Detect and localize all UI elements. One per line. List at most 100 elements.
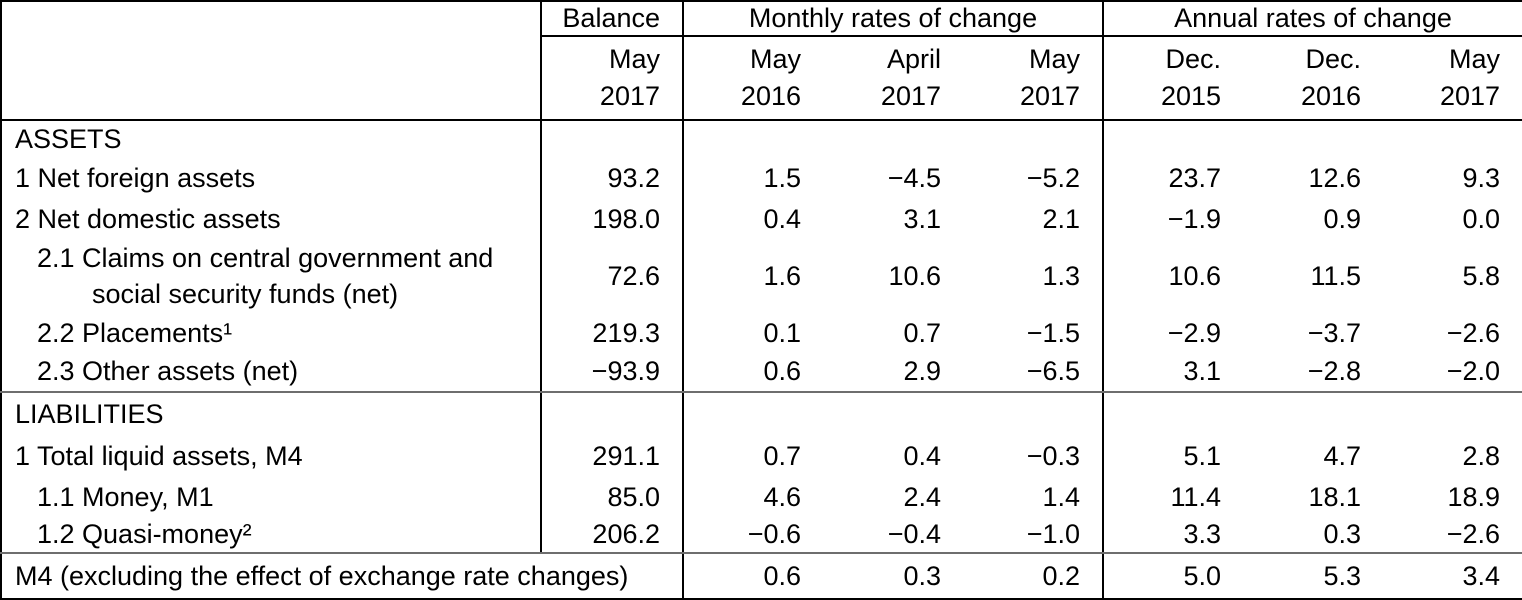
section-label: ASSETS [1, 120, 542, 157]
cell-balance: 72.6 [541, 238, 684, 314]
table-row-other-assets: 2.3 Other assets (net) −93.9 0.6 2.9 −6.… [1, 352, 1522, 393]
cell-monthly: 2.1 [963, 200, 1105, 238]
cell-annual: −2.6 [1383, 516, 1522, 554]
cell-monthly: 0.4 [903, 441, 941, 471]
table-row-total-liquid-assets: 1 Total liquid assets, M4 291.1 0.7 0.4 … [1, 435, 1522, 478]
cell-annual: 3.4 [1462, 560, 1501, 591]
cell-monthly: 1.4 [963, 478, 1105, 516]
empty-cell [683, 120, 823, 157]
row-label-line2: social security funds (net) [92, 279, 399, 309]
cell-monthly: −0.6 [683, 516, 823, 554]
period-year: 2017 [1019, 81, 1081, 111]
cell-annual: 23.7 [1168, 163, 1222, 193]
period-month: April [886, 44, 941, 74]
cell-monthly: 3.1 [903, 203, 941, 234]
section-row-assets: ASSETS [1, 120, 1522, 157]
empty-cell [823, 120, 963, 157]
empty-cell [1103, 120, 1243, 157]
table-row-placements: 2.2 Placements¹ 219.3 0.1 0.7 −1.5 −2.9 … [1, 314, 1522, 352]
cell-balance: 291.1 [541, 435, 684, 478]
table-row-m4-excluding-fx: M4 (excluding the effect of exchange rat… [1, 553, 1522, 599]
cell-annual: 5.8 [1462, 260, 1501, 291]
empty-cell [1243, 392, 1383, 435]
cell-annual: −2.9 [1167, 317, 1222, 348]
empty-cell [683, 392, 823, 435]
cell-annual: 3.3 [1103, 516, 1244, 554]
cell-monthly: −1.0 [963, 516, 1105, 554]
empty-cell [1383, 392, 1522, 435]
row-label: 1.1 Money, M1 [1, 478, 542, 516]
section-row-liabilities: LIABILITIES [1, 392, 1522, 435]
row-label: 2 Net domestic assets [1, 200, 542, 238]
cell-monthly: −6.5 [963, 352, 1105, 393]
cell-annual: 11.5 [1310, 260, 1362, 291]
cell-annual: 5.0 [1183, 560, 1222, 591]
cell-monthly: 10.6 [888, 260, 941, 291]
period-month: May [608, 44, 660, 74]
cell-annual: 2.8 [1462, 441, 1501, 471]
empty-cell [1383, 120, 1522, 157]
table-row-net-domestic-assets: 2 Net domestic assets 198.0 0.4 3.1 2.1 … [1, 200, 1522, 238]
period-month: May [1449, 44, 1501, 74]
cell-monthly: 0.7 [903, 317, 941, 348]
cell-monthly: 0.7 [763, 441, 801, 471]
table-row-net-foreign-assets: 1 Net foreign assets 93.2 1.5 −4.5 −5.2 … [1, 157, 1522, 200]
annual-section-title: Annual rates of change [1103, 1, 1522, 37]
cell-balance: 93.2 [541, 157, 684, 200]
monthly-period-2: April 2017 [823, 36, 963, 121]
cell-balance: 219.3 [541, 314, 684, 352]
cell-annual: 11.4 [1170, 481, 1222, 512]
cell-monthly: 0.3 [903, 560, 941, 591]
balance-column-title: Balance [541, 1, 684, 37]
monthly-period-1: May 2016 [683, 36, 823, 121]
period-year: 2017 [1439, 81, 1501, 111]
monthly-section-title: Monthly rates of change [683, 1, 1105, 37]
cell-annual: 5.1 [1183, 441, 1222, 471]
cell-annual: 0.9 [1323, 203, 1362, 234]
cell-balance: 198.0 [541, 200, 684, 238]
cell-annual: 5.3 [1323, 560, 1362, 591]
table-row-money-m1: 1.1 Money, M1 85.0 4.6 2.4 1.4 11.4 18.1… [1, 478, 1522, 516]
empty-cell [963, 392, 1105, 435]
period-month: Dec. [1305, 44, 1362, 74]
period-month: Dec. [1165, 44, 1222, 74]
row-label-line1: 2.1 Claims on central government and [37, 243, 494, 273]
cell-monthly: 0.1 [763, 317, 801, 348]
annual-period-2: Dec. 2016 [1243, 36, 1384, 121]
cell-annual: 0.0 [1462, 203, 1501, 234]
table-row-quasi-money: 1.2 Quasi-money² 206.2 −0.6 −0.4 −1.0 3.… [1, 516, 1522, 554]
annual-period-1: Dec. 2015 [1103, 36, 1244, 121]
row-label: 2.1 Claims on central government and soc… [1, 238, 542, 314]
empty-cell [963, 120, 1105, 157]
cell-monthly: 0.6 [763, 560, 801, 591]
cell-annual: 18.9 [1447, 481, 1501, 512]
table-row-claims-central-government: 2.1 Claims on central government and soc… [1, 238, 1522, 314]
row-label: 1 Net foreign assets [1, 157, 542, 200]
cell-annual: 10.6 [1168, 260, 1222, 291]
row-label: 2.3 Other assets (net) [1, 352, 542, 393]
period-month: May [1029, 44, 1081, 74]
empty-cell [541, 120, 684, 157]
cell-balance: 85.0 [541, 478, 684, 516]
footer-label: M4 (excluding the effect of exchange rat… [1, 553, 684, 599]
cell-annual: 0.3 [1243, 516, 1384, 554]
cell-monthly: −1.5 [963, 314, 1105, 352]
cell-annual: −2.6 [1446, 317, 1501, 348]
cell-monthly: −0.3 [963, 435, 1105, 478]
cell-balance: −93.9 [541, 352, 684, 393]
empty-cell [1243, 120, 1383, 157]
cell-monthly: 1.6 [763, 260, 801, 291]
cell-monthly: 1.5 [763, 163, 801, 193]
cell-monthly: −5.2 [963, 157, 1105, 200]
cell-annual: −2.8 [1243, 352, 1384, 393]
section-label: LIABILITIES [1, 392, 542, 435]
cell-monthly: 1.3 [963, 238, 1105, 314]
cell-annual: −3.7 [1307, 317, 1362, 348]
period-year: 2015 [1160, 81, 1222, 111]
cell-monthly: −4.5 [887, 163, 941, 193]
header-row-titles: Balance Monthly rates of change Annual r… [1, 1, 1522, 121]
cell-monthly: 0.2 [963, 553, 1105, 599]
cell-annual: −2.0 [1383, 352, 1522, 393]
cell-annual: 9.3 [1462, 163, 1501, 193]
